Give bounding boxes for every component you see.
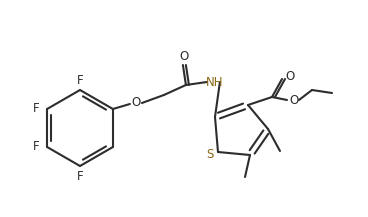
Text: O: O (179, 49, 188, 62)
Text: NH: NH (206, 76, 224, 89)
Text: F: F (33, 140, 39, 153)
Text: O: O (285, 71, 295, 84)
Text: F: F (77, 169, 83, 182)
Text: O: O (289, 94, 298, 107)
Text: S: S (206, 148, 214, 161)
Text: F: F (77, 74, 83, 87)
Text: O: O (131, 97, 141, 110)
Text: F: F (33, 102, 39, 115)
